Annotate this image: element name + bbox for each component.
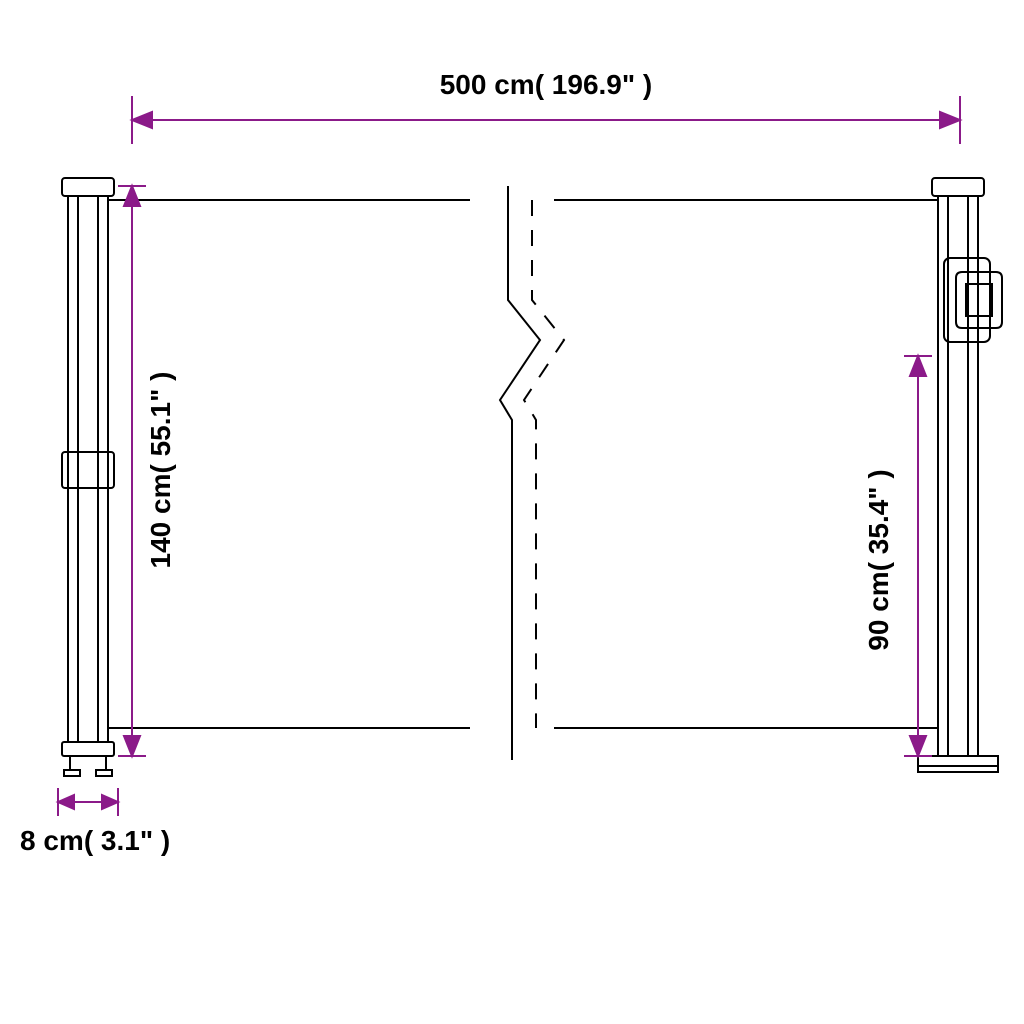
dim-total-width [132, 96, 960, 144]
label-inner-height: 90 cm( 35.4" ) [863, 469, 894, 650]
dim-inner-height [904, 356, 932, 756]
break-line-solid [500, 186, 540, 760]
right-post [918, 178, 1002, 772]
label-post-depth: 8 cm( 3.1" ) [20, 825, 170, 856]
label-total-width: 500 cm( 196.9" ) [440, 69, 653, 100]
dimension-diagram: 500 cm( 196.9" ) 140 cm( 55.1" ) 90 cm( … [0, 0, 1024, 1024]
label-total-height: 140 cm( 55.1" ) [145, 372, 176, 569]
break-line-dashed [524, 200, 564, 728]
product-outline [62, 178, 1002, 776]
left-post [62, 178, 114, 776]
dim-total-height [118, 186, 146, 756]
dim-post-depth [58, 788, 118, 816]
